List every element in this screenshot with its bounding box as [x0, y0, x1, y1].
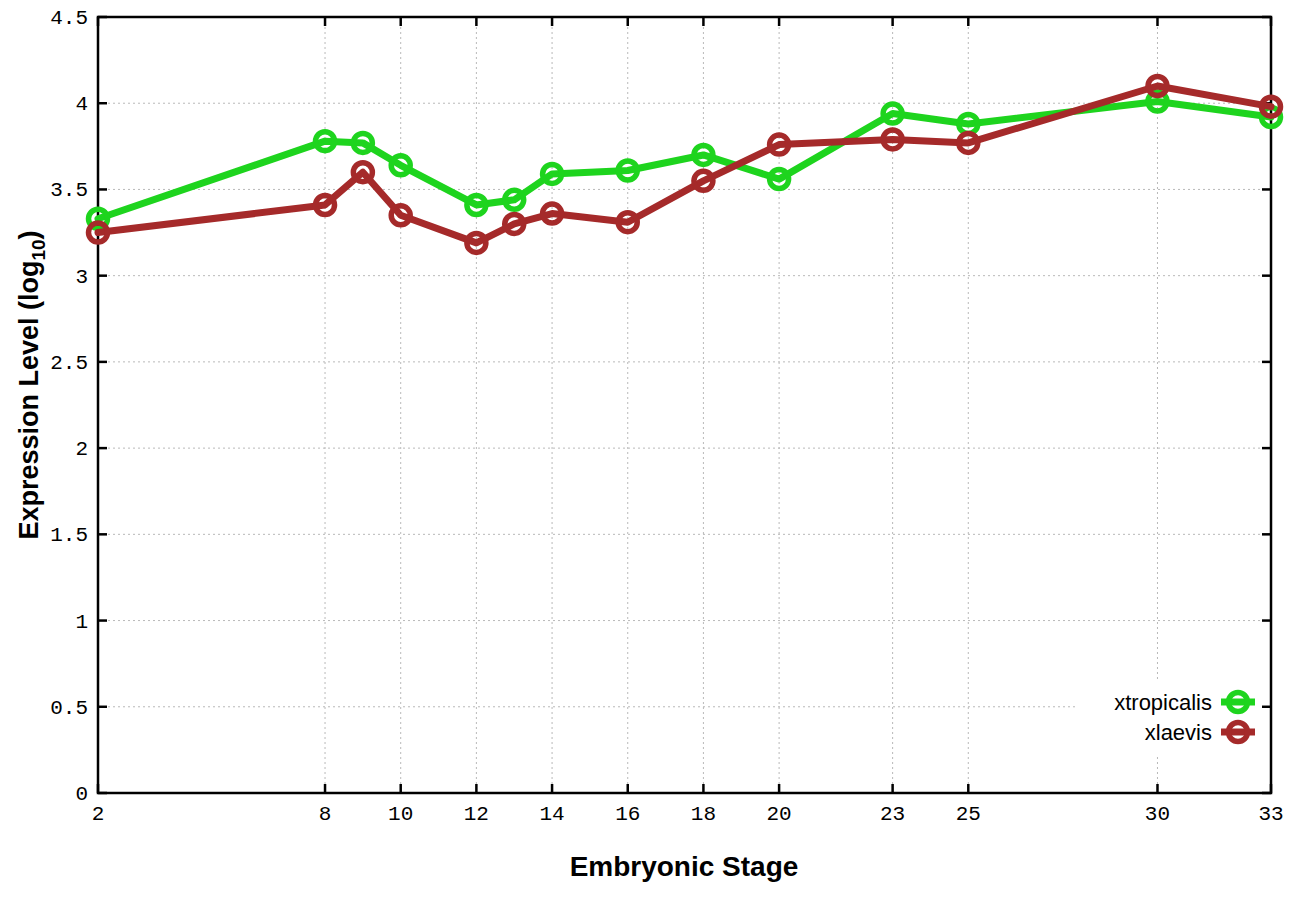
chart-svg: 2 8 10 12 14 16 18 20 23 25 30 33 0 0.5 1 1.5 2 2.5 3 3.5 4 4… — [0, 0, 1296, 907]
y-axis-title: Expression Level (log10) — [14, 230, 49, 539]
y-tick-label: 4.5 — [50, 7, 88, 30]
x-tick-label: 23 — [880, 803, 905, 826]
plot-border — [98, 17, 1271, 793]
x-axis-title: Embryonic Stage — [570, 851, 799, 882]
series-line-xtropicalis — [98, 101, 1271, 218]
x-tick-label: 20 — [766, 803, 791, 826]
x-tick-label: 12 — [464, 803, 489, 826]
y-tick-label: 2.5 — [50, 352, 88, 375]
y-tick-label: 1.5 — [50, 524, 88, 547]
legend-label-xtropicalis: xtropicalis — [1114, 690, 1212, 715]
legend-label-xlaevis: xlaevis — [1145, 720, 1212, 745]
y-tick-label: 3.5 — [50, 179, 88, 202]
x-tick-label: 8 — [319, 803, 332, 826]
x-tick-label: 18 — [691, 803, 716, 826]
x-tick-label: 25 — [956, 803, 981, 826]
expression-level-chart: 2 8 10 12 14 16 18 20 23 25 30 33 0 0.5 1 1.5 2 2.5 3 3.5 4 4… — [0, 0, 1296, 907]
y-tick-label: 4 — [75, 93, 88, 116]
y-tick-label: 0 — [75, 783, 88, 806]
y-tick-label: 2 — [75, 438, 88, 461]
x-tick-label: 14 — [539, 803, 564, 826]
x-tick-label: 33 — [1258, 803, 1283, 826]
x-tick-label: 16 — [615, 803, 640, 826]
y-tick-label: 1 — [75, 611, 88, 634]
y-tick-label: 0.5 — [50, 697, 88, 720]
x-tick-label: 2 — [92, 803, 105, 826]
y-tick-label: 3 — [75, 266, 88, 289]
x-tick-label: 30 — [1145, 803, 1170, 826]
x-tick-label: 10 — [388, 803, 413, 826]
